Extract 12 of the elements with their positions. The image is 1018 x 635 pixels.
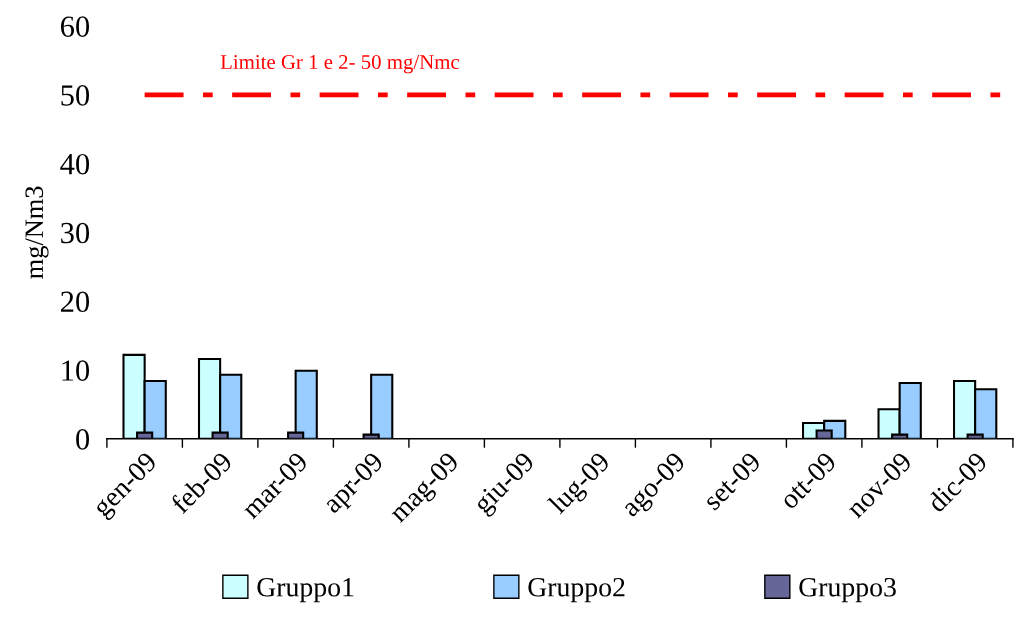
ref-line-label: Limite Gr 1 e 2- 50 mg/Nmc — [220, 54, 460, 74]
y-tick-label: 0 — [76, 429, 90, 450]
y-tick-label: 20 — [61, 291, 90, 313]
y-axis-title: mg/Nm3 — [25, 186, 49, 279]
y-tick-label: 30 — [61, 222, 90, 244]
y-tick-label: 50 — [61, 85, 90, 106]
legend-label: Gruppo1 — [257, 577, 354, 603]
y-tick-label: 10 — [62, 360, 90, 381]
legend-label: Gruppo3 — [799, 577, 896, 603]
legend-label: Gruppo2 — [528, 577, 625, 603]
y-tick-label: 40 — [60, 153, 90, 175]
y-tick-label: 60 — [60, 16, 90, 37]
